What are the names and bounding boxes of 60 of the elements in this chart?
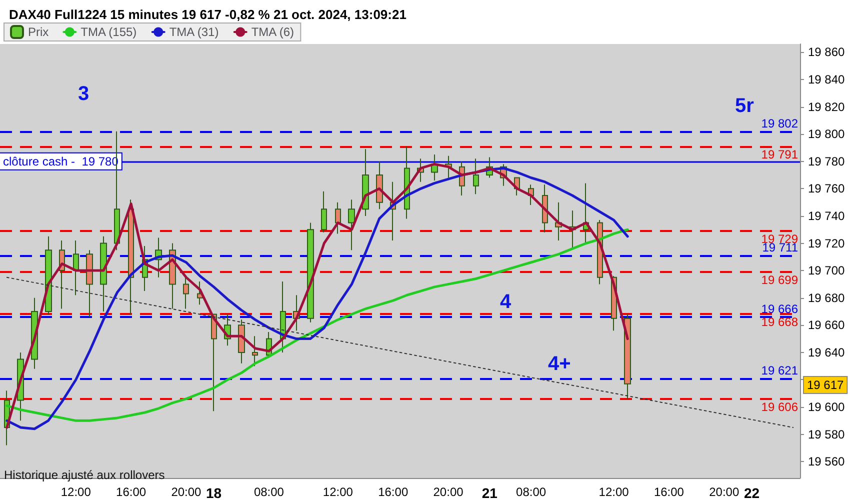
ref-line-label: 19 699	[761, 272, 798, 287]
annotation: 4+	[548, 353, 571, 375]
y-tick-label: 19 840	[808, 72, 846, 86]
ref-line-label: 19 621	[761, 363, 798, 378]
annotation: 5r	[735, 95, 754, 117]
y-tick-label: 19 740	[808, 208, 846, 223]
x-tick-label: 12:00	[598, 485, 630, 499]
text: 19 617	[807, 378, 844, 392]
ref-line-label: 19 802	[761, 116, 798, 130]
x-tick-label: 08:00	[254, 485, 284, 499]
y-tick-label: 19 860	[808, 45, 846, 60]
annotation: Historique ajusté aux rollovers	[4, 468, 165, 482]
line-series	[6, 228, 629, 422]
ref-line-label: 19 666	[761, 302, 798, 316]
candlestick	[307, 222, 314, 323]
candlestick	[335, 202, 341, 234]
legend-label: TMA (155)	[80, 25, 137, 39]
y-tick-label: 19 780	[808, 154, 846, 168]
y-tick-label: 19 560	[808, 454, 846, 469]
x-tick-label: 22	[744, 485, 760, 500]
x-tick-label: 20:00	[433, 485, 464, 499]
candlestick	[100, 236, 107, 312]
ref-line-label: 19 668	[761, 315, 798, 330]
x-tick-label: 18	[206, 485, 222, 500]
x-tick-label: 16:00	[654, 485, 684, 499]
y-tick-label: 19 680	[808, 290, 846, 305]
x-tick-label: 12:00	[322, 485, 354, 499]
candlestick	[86, 250, 93, 318]
ref-line-label: 19 606	[761, 400, 798, 414]
ref-line-label: 19 791	[761, 147, 798, 162]
candlestick	[197, 280, 203, 306]
x-tick-label: 21	[482, 485, 498, 500]
candlestick	[624, 314, 631, 400]
x-tick-label: 08:00	[516, 485, 546, 499]
x-tick-label: 12:00	[60, 485, 92, 499]
legend-label: TMA (6)	[251, 25, 294, 39]
y-tick-label: 19 660	[808, 318, 846, 332]
chart-title: DAX40 Full1224 15 minutes 19 617 -0,82 % 21 oct. 2024, 13:09:21	[9, 7, 406, 22]
legend-label: Prix	[28, 25, 49, 39]
annotation: 3	[78, 83, 90, 105]
y-tick-label: 19 600	[808, 400, 846, 414]
y-tick-label: 19 640	[808, 345, 846, 360]
y-tick-label: 19 580	[808, 427, 846, 442]
candlestick	[73, 240, 79, 296]
x-tick-label: 16:00	[378, 485, 408, 499]
x-tick-label: 20:00	[709, 485, 740, 499]
annotation: 4	[500, 291, 512, 313]
candlestick	[473, 158, 479, 195]
candlestick	[321, 190, 327, 233]
y-tick-label: 19 800	[808, 127, 846, 142]
y-tick-label: 19 760	[808, 182, 846, 196]
x-tick-label: 16:00	[116, 485, 146, 499]
legend-label: TMA (31)	[169, 25, 219, 39]
y-tick-label: 19 820	[808, 100, 846, 114]
y-tick-label: 19 700	[808, 264, 846, 278]
candlestick	[348, 199, 355, 251]
y-tick-label: 19 720	[808, 236, 846, 250]
x-tick-label: 20:00	[171, 485, 202, 499]
candlestick	[252, 336, 258, 367]
candlestick	[183, 276, 189, 310]
